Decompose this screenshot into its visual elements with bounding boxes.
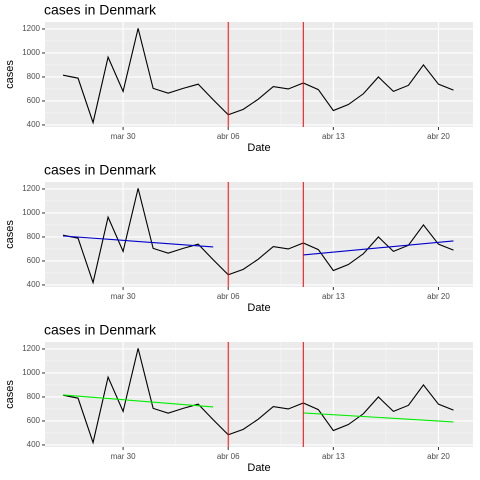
y-tick-label: 1000 (22, 368, 40, 377)
x-axis-label: Date (247, 302, 270, 314)
y-tick-label: 400 (27, 120, 41, 129)
y-tick-label: 800 (27, 232, 41, 241)
x-tick-label: abr 06 (217, 292, 240, 301)
x-tick-label: abr 06 (217, 132, 240, 141)
y-tick-label: 600 (27, 256, 41, 265)
data-line (62, 28, 454, 125)
y-axis-label: cases (4, 380, 16, 409)
y-axis-label: cases (4, 60, 16, 89)
x-tick-label: abr 13 (322, 132, 345, 141)
x-tick-label: mar 30 (111, 452, 136, 461)
panel: cases in Denmark 400 600 800 1000 1200 mar 30 a… (4, 162, 473, 314)
x-tick-label: mar 30 (111, 132, 136, 141)
x-axis-label: Date (247, 462, 270, 474)
x-tick-label: abr 20 (427, 292, 450, 301)
y-tick-label: 800 (27, 72, 41, 81)
plot-background (45, 182, 473, 287)
x-tick-label: abr 20 (427, 132, 450, 141)
x-axis-label: Date (247, 142, 270, 154)
panel: cases in Denmark 400 600 800 1000 1200 mar 30 a… (4, 2, 473, 154)
y-tick-label: 400 (27, 280, 41, 289)
x-tick-label: abr 20 (427, 452, 450, 461)
y-tick-label: 1200 (22, 344, 40, 353)
fit-line (62, 394, 214, 408)
y-tick-label: 1000 (22, 48, 40, 57)
y-tick-label: 600 (27, 416, 41, 425)
y-tick-label: 1200 (22, 184, 40, 193)
fit-line (303, 412, 454, 423)
chart-title: cases in Denmark (44, 162, 157, 178)
fit-line (303, 240, 454, 256)
y-axis-label: cases (4, 220, 16, 249)
plot-background (45, 22, 473, 127)
y-tick-label: 800 (27, 392, 41, 401)
y-tick-label: 600 (27, 96, 41, 105)
plot-background (45, 342, 473, 447)
chart-title: cases in Denmark (44, 2, 157, 18)
x-tick-label: abr 13 (322, 452, 345, 461)
chart-title: cases in Denmark (44, 322, 157, 338)
y-tick-label: 1000 (22, 208, 40, 217)
x-tick-label: abr 06 (217, 452, 240, 461)
y-tick-label: 400 (27, 440, 41, 449)
fit-line (62, 235, 214, 248)
panel: cases in Denmark 400 600 800 1000 1200 mar 30 a… (4, 322, 473, 474)
x-tick-label: abr 13 (322, 292, 345, 301)
x-tick-label: mar 30 (111, 292, 136, 301)
y-tick-label: 1200 (22, 24, 40, 33)
data-line (62, 348, 454, 445)
